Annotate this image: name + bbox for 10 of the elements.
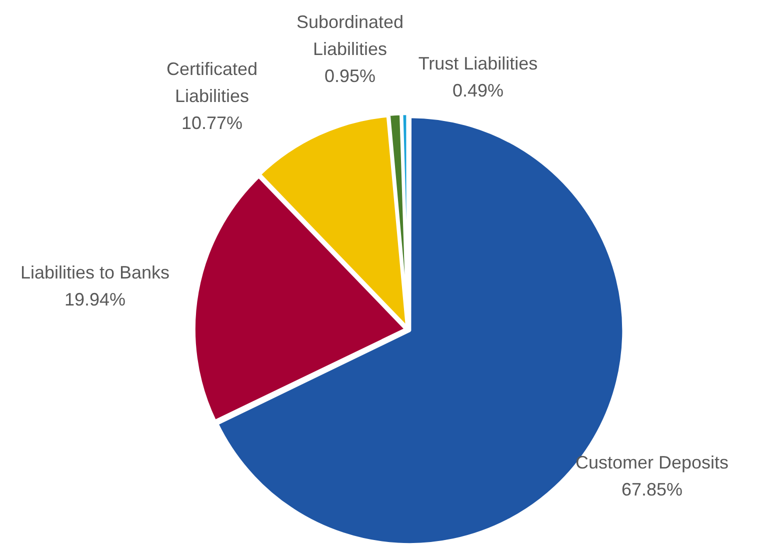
slice-label: Customer Deposits <box>575 452 729 472</box>
slice-label: Certificated Liabilities <box>166 58 258 106</box>
data-label: 10.77% <box>181 112 243 133</box>
data-label: 19.94% <box>64 289 126 310</box>
data-label: 0.95% <box>324 66 376 86</box>
data-label: 67.85% <box>621 479 683 500</box>
slice-label: Trust Liabilities <box>418 53 538 74</box>
slice-label: Liabilities to Banks <box>20 262 170 282</box>
slice-label: Subordinated Liabilities <box>296 12 404 59</box>
data-label: 0.49% <box>452 80 504 100</box>
